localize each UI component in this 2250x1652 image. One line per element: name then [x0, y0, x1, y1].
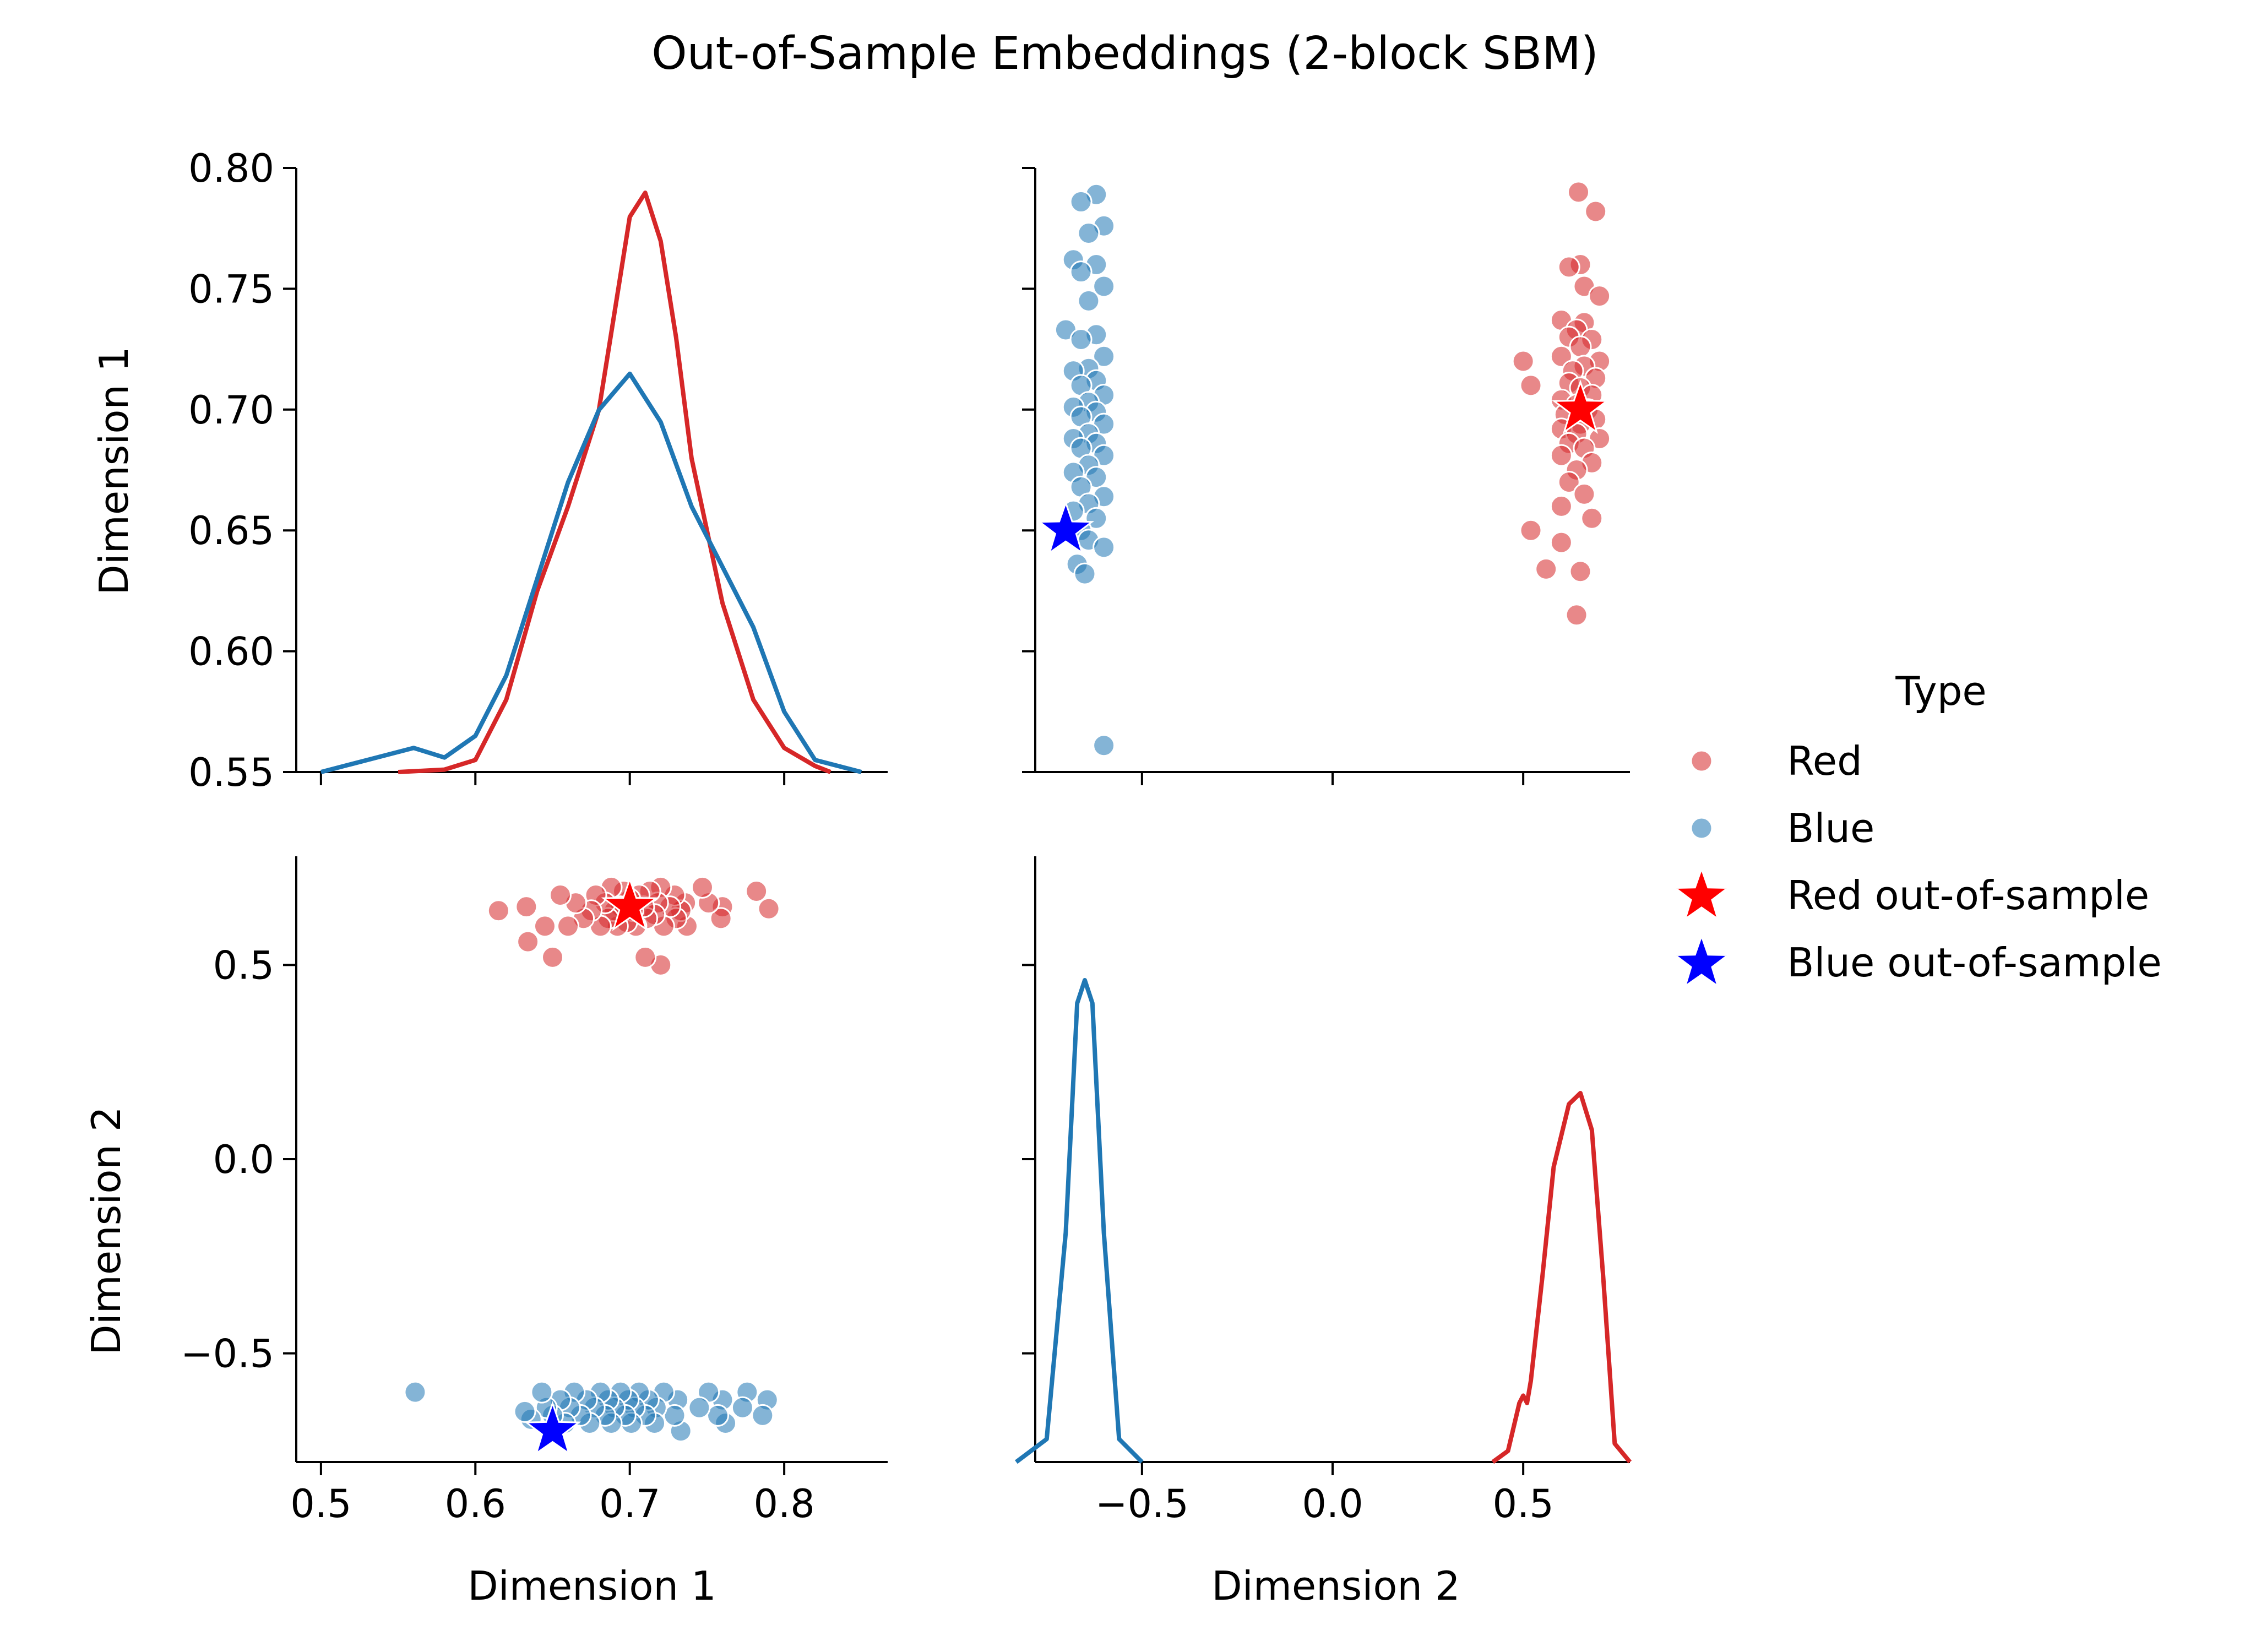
y-axis-label-dimension-2: Dimension 2 — [83, 1106, 129, 1355]
kde-blue-dim1 — [320, 371, 862, 774]
point-red — [1565, 604, 1588, 627]
legend-marker-red-out-of-sample — [1673, 866, 1730, 921]
panel-11-xtick-label: 0.5 — [1492, 1481, 1553, 1526]
panel-dim2-kde: −0.5 0.0 0.5 — [1014, 856, 1632, 1526]
point-blue — [751, 1404, 774, 1427]
kde-blue-dim2 — [1014, 978, 1144, 1464]
point-red — [1584, 200, 1607, 223]
point-red — [1557, 470, 1580, 493]
panel-10-xtick-label: 0.6 — [445, 1481, 506, 1526]
legend-label-blue: Blue — [1787, 805, 1874, 851]
point-red — [745, 879, 768, 903]
point-red — [1550, 494, 1573, 518]
kde-red-dim2 — [1491, 1091, 1632, 1464]
point-red — [1569, 560, 1592, 583]
star-blue-out-of-sample — [524, 1401, 581, 1455]
panel-00-ytick-label: 0.75 — [188, 267, 274, 312]
point-red — [549, 884, 572, 907]
legend: Type Red Blue Red out-of-sample Blue out… — [1673, 668, 2162, 988]
panel-00-ytick-label: 0.80 — [188, 146, 274, 191]
point-blue — [404, 1381, 427, 1404]
point-red — [1588, 285, 1611, 308]
y-axis-label-dimension-1: Dimension 1 — [91, 346, 137, 595]
kde-red-dim1 — [398, 191, 831, 774]
legend-label-red: Red — [1787, 738, 1862, 784]
point-blue — [513, 1400, 536, 1423]
point-blue — [1093, 275, 1116, 298]
x-axis-label-dimension-2: Dimension 2 — [1211, 1563, 1460, 1609]
point-blue — [1073, 562, 1096, 585]
point-red — [1512, 350, 1535, 373]
panel-11-xtick-label: 0.0 — [1302, 1481, 1363, 1526]
legend-marker-blue-out-of-sample — [1673, 933, 1730, 988]
point-blue — [731, 1396, 754, 1419]
point-red — [1550, 531, 1573, 554]
legend-marker-red — [1690, 749, 1713, 773]
x-axis-label-dimension-1: Dimension 1 — [468, 1563, 716, 1609]
panel-00-ytick-label: 0.70 — [188, 388, 274, 433]
point-red — [1535, 557, 1558, 580]
point-red — [1519, 519, 1542, 542]
star-blue-out-of-sample — [1037, 500, 1095, 555]
point-red — [1567, 181, 1590, 204]
point-red — [1569, 335, 1592, 358]
legend-star-red — [1673, 866, 1730, 921]
panel-10-ytick-label: 0.5 — [213, 943, 274, 988]
point-red — [1580, 507, 1604, 530]
point-red — [557, 915, 580, 938]
panel-10-xtick-label: 0.7 — [599, 1481, 660, 1526]
point-red — [533, 915, 556, 938]
panel-10-xtick-label: 0.5 — [290, 1481, 351, 1526]
point-red — [634, 945, 657, 969]
point-blue — [1093, 734, 1116, 757]
point-red — [1573, 482, 1596, 506]
panel-dim1-vs-dim2-scatter — [1022, 167, 1630, 785]
point-blue — [530, 1381, 553, 1404]
panel-10-ytick-label: −0.5 — [181, 1332, 274, 1377]
legend-star-blue — [1673, 933, 1730, 988]
panel-00-ytick-label: 0.60 — [188, 629, 274, 675]
point-blue — [1077, 221, 1100, 244]
point-red — [691, 876, 714, 899]
point-blue — [1077, 289, 1100, 312]
point-red — [517, 930, 540, 953]
panel-11-xtick-label: −0.5 — [1095, 1481, 1189, 1526]
legend-label-blue-out-of-sample: Blue out-of-sample — [1787, 939, 2162, 986]
point-blue — [688, 1396, 711, 1419]
panel-00-ytick-label: 0.65 — [188, 508, 274, 553]
point-red — [1550, 444, 1573, 467]
chart-title: Out-of-Sample Embeddings (2-block SBM) — [651, 28, 1599, 80]
point-red — [1519, 374, 1542, 397]
legend-title: Type — [1895, 668, 1986, 714]
legend-marker-blue — [1690, 817, 1713, 840]
point-blue — [1093, 536, 1116, 559]
point-blue — [1069, 260, 1093, 284]
point-red — [757, 897, 780, 920]
legend-label-red-out-of-sample: Red out-of-sample — [1787, 872, 2149, 919]
panel-dim2-vs-dim1-scatter: 0.5 0.6 0.7 0.8 −0.5 0.0 0.5 — [181, 856, 888, 1526]
panel-00-ytick-label: 0.55 — [188, 750, 274, 795]
star-red-out-of-sample — [601, 877, 659, 931]
point-red — [487, 899, 510, 922]
star-red-out-of-sample — [1552, 379, 1609, 434]
point-red — [515, 895, 538, 919]
point-red — [709, 907, 732, 930]
point-blue — [1069, 190, 1093, 213]
point-red — [1557, 256, 1580, 279]
panel-dim1-kde: 0.80 0.75 0.70 0.65 0.60 0.55 — [188, 146, 888, 795]
point-blue — [1069, 328, 1093, 351]
point-red — [541, 945, 564, 969]
point-blue — [1093, 345, 1116, 368]
axis-labels: Dimension 1 Dimension 2 Dimension 1 Dime… — [83, 346, 1460, 1609]
panel-10-ytick-label: 0.0 — [213, 1137, 274, 1182]
panel-10-xtick-label: 0.8 — [753, 1481, 814, 1526]
